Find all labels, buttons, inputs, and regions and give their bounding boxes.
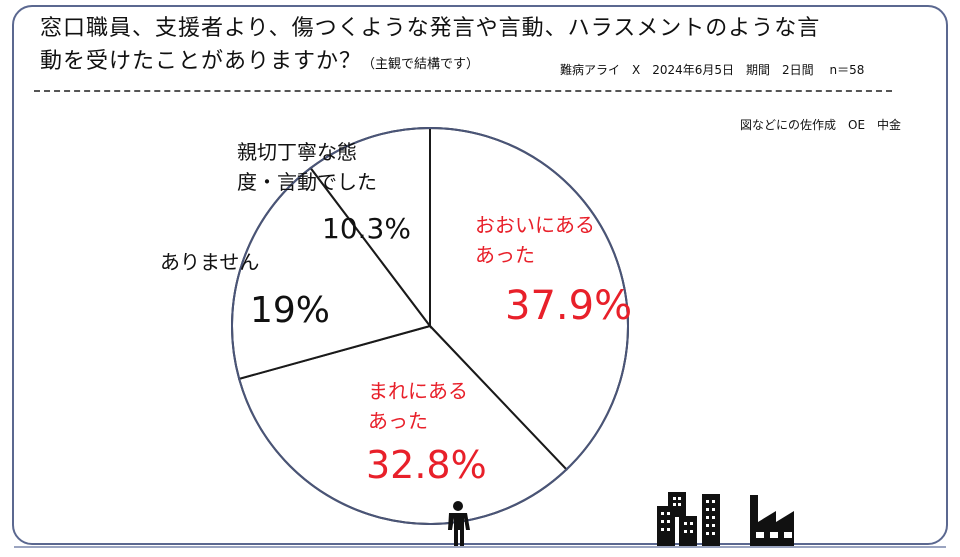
person-icon	[448, 501, 470, 548]
divider	[34, 90, 892, 92]
slice-label-rarely: まれにある あった	[368, 379, 468, 433]
slice-value-none: 19%	[250, 290, 331, 331]
slice-value-often: 37.9%	[505, 283, 633, 329]
slice-value-rarely: 32.8%	[366, 443, 487, 487]
slice-label-none: ありません	[160, 250, 260, 274]
slice-value-kind: 10.3%	[322, 212, 411, 245]
survey-meta: 難病アライ X 2024年6月5日 期間 2日間 n＝58	[560, 63, 865, 77]
buildings-icon	[657, 492, 720, 546]
ground-line	[14, 546, 946, 548]
slide-frame	[12, 5, 948, 545]
credit: 図などにの佐作成 OE 中金	[740, 118, 902, 132]
title-line-2: 動を受けたことがありますか？	[40, 49, 363, 74]
title-note: （主観で結構です）	[362, 57, 480, 72]
pie-outline	[231, 127, 629, 525]
title-line-1: 窓口職員、支援者より、傷つくような発言や言動、ハラスメントのような言	[40, 16, 821, 41]
slice-label-often: おおいにある あった	[475, 213, 595, 267]
question-title: 窓口職員、支援者より、傷つくような発言や言動、ハラスメントのような言 動を受けた…	[40, 12, 820, 81]
slice-label-kind: 親切丁寧な態 度・言動でした	[237, 140, 377, 194]
factory-icon	[750, 495, 794, 546]
